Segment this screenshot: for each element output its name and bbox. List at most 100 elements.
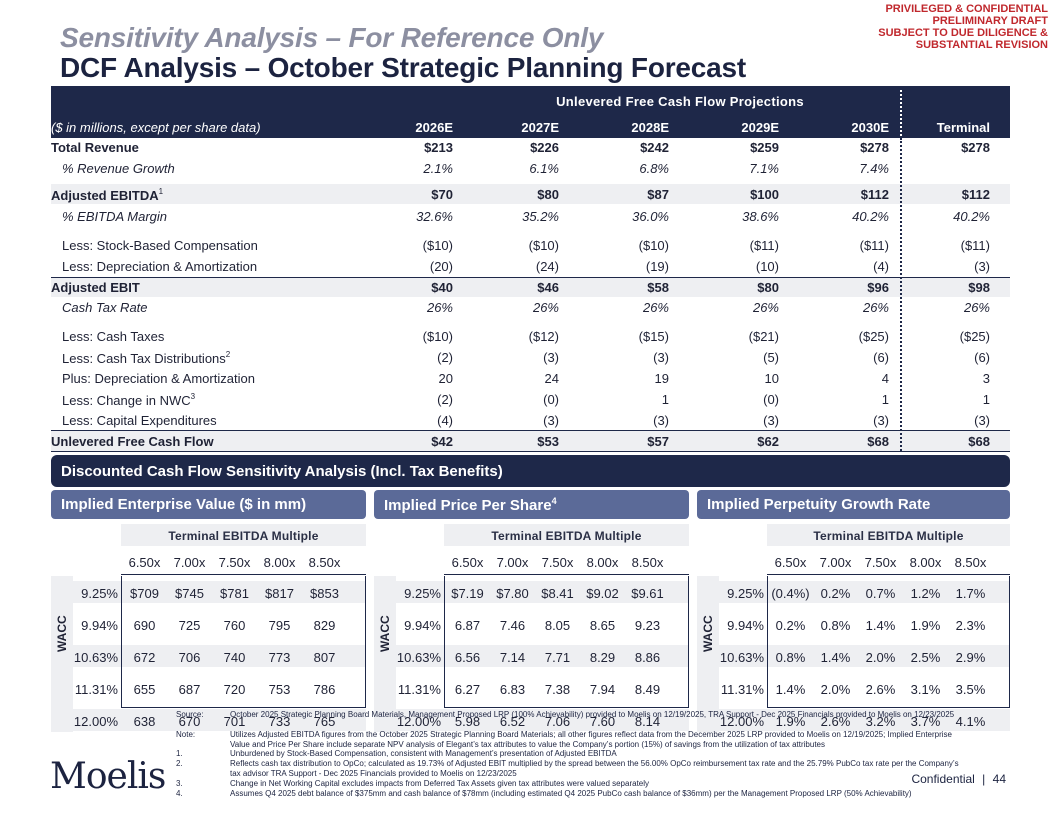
row-value: 26% [532,300,559,315]
confidential-line: SUBSTANTIAL REVISION [915,39,1048,51]
sensitivity-cell: 8.14 [634,714,661,729]
wacc-value: 10.63% [396,650,441,665]
sensitivity-cell: 3.7% [910,714,941,729]
row-value: 38.6% [742,209,779,224]
sensitivity-cell: 706 [178,650,201,665]
sensitivity-cell: 3.1% [910,682,941,697]
row-value: 1 [661,392,669,407]
dcf-row: Cash Tax Rate 26% 26% 26% 26% 26% 26% [51,297,1010,317]
row-value: ($12) [528,329,559,344]
dcf-table-header [51,86,1010,137]
footnote-marker: 3 [190,392,196,401]
multiple-header: Terminal EBITDA Multiple [767,524,1010,546]
dcf-row: Less: Cash Tax Distributions2 (2) (3) (3) (5… [51,347,1010,367]
year-header: 2026E [415,120,453,135]
row-value: $278 [860,140,889,155]
wacc-column [51,576,73,732]
row-value: $80 [537,187,559,202]
sensitivity-cell: 8.49 [634,682,661,697]
sensitivity-row: 9.94% 0.2% 0.8% 1.4% 1.9% 2.3% [719,613,1010,635]
sensitivity-cell: 807 [313,650,336,665]
sensitivity-cell: 2.9% [955,650,986,665]
multiple-label: 8.50x [954,555,987,570]
multiple-label: 7.00x [819,555,852,570]
table-rule [51,137,1010,138]
table-rule [51,430,1010,431]
footnote-text: October 2025 Strategic Planning Board Ma… [230,710,955,719]
row-value: ($25) [858,329,889,344]
sensitivity-cell: 0.2% [820,586,851,601]
page-number: 44 [992,772,1006,786]
sensitivity-cell: 4.1% [955,714,986,729]
sensitivity-cell: 765 [313,714,336,729]
footnote: 1. Unburdened by Stock-Based Compensation… [176,749,976,769]
row-value: (2) [437,392,453,407]
row-label: Less: Depreciation & Amortization [62,259,257,274]
row-value: 26% [642,300,669,315]
footer-separator: | [982,772,986,786]
multiple-label: 7.00x [496,555,529,570]
dcf-row: Plus: Depreciation & Amortization 20 24 19 1… [51,368,1010,388]
footnote-text: Unburdened by Stock-Based Compensation, … [230,749,617,758]
row-label-text: Total Revenue [51,140,139,155]
row-value: (2) [437,350,453,365]
sensitivity-cell: $8.41 [541,586,574,601]
wacc-value: 9.25% [404,586,441,601]
sensitivity-cell: 2.0% [820,682,851,697]
row-label: Plus: Depreciation & Amortization [62,371,255,386]
row-value: 20 [438,371,453,386]
row-value: 26% [862,300,889,315]
row-value: 6.1% [529,161,559,176]
dcf-row: Unlevered Free Cash Flow $42 $53 $57 $62 $68 $… [51,431,1010,451]
confidential-label: Confidential [911,772,975,786]
sensitivity-cell: 720 [223,682,246,697]
multiple-label: 7.00x [173,555,206,570]
row-value: $242 [640,140,669,155]
confidential-banner: PRIVILEGED & CONFIDENTIAL PRELIMINARY DR… [878,3,1048,51]
row-value: 26% [426,300,453,315]
table-rule [51,277,1010,278]
sensitivity-cell: 7.71 [544,650,571,665]
wacc-label: WACC [378,615,392,652]
projections-title: Unlevered Free Cash Flow Projections [556,94,804,109]
row-value: (4) [437,413,453,428]
grid-border [444,576,689,708]
wacc-value: 11.31% [74,682,118,697]
sensitivity-cell: 829 [313,618,336,633]
sensitivity-cell: 1.7% [955,586,986,601]
footnote-marker: 1 [158,187,164,196]
row-value: 40.2% [953,209,990,224]
footnote-key: 3. [176,779,183,788]
sensitivity-cell: 8.29 [589,650,616,665]
sensitivity-row: 11.31% 655 687 720 753 786 [73,677,366,699]
sensitivity-cell: 1.4% [820,650,851,665]
row-label-text: Less: Capital Expenditures [62,413,217,428]
row-value: ($21) [748,329,779,344]
footnote-key: 2. [176,759,183,768]
wacc-value: 11.31% [397,682,441,697]
sensitivity-cell: 8.86 [634,650,661,665]
row-value: 7.4% [859,161,889,176]
row-value: 24 [544,371,559,386]
sensitivity-cell: 795 [268,618,291,633]
row-value: 26% [963,300,990,315]
footnote: 4. Assumes Q4 2025 debt balance of $375mm… [176,789,976,809]
row-value: $259 [750,140,779,155]
sensitivity-row: 12.00% 638 670 701 733 765 [73,709,366,731]
confidential-line: SUBJECT TO DUE DILIGENCE & [878,27,1048,39]
sensitivity-cell: 638 [133,714,156,729]
footer-confidential: Confidential | 44 [911,772,1006,786]
multiple-label: 6.50x [451,555,484,570]
sensitivity-cell: 6.56 [454,650,481,665]
row-value: $112 [961,187,990,202]
sensitivity-grid: Terminal EBITDA Multiple 6.50x 7.00x 7.50x 8… [374,524,690,732]
footnote: 2. Reflects cash tax distribution to OpCo… [176,759,976,779]
confidential-line: PRELIMINARY DRAFT [932,15,1049,27]
sensitivity-cell: 8.65 [589,618,616,633]
row-value: (3) [873,413,889,428]
row-value: ($15) [638,329,669,344]
sensitivity-cell: 7.46 [499,618,526,633]
dcf-row: Less: Change in NWC3 (2) (0) 1 (0) 1 1 [51,389,1010,409]
footnote-text: Reflects cash tax distribution to OpCo; … [230,759,959,778]
footnote-key: 4. [176,789,183,798]
